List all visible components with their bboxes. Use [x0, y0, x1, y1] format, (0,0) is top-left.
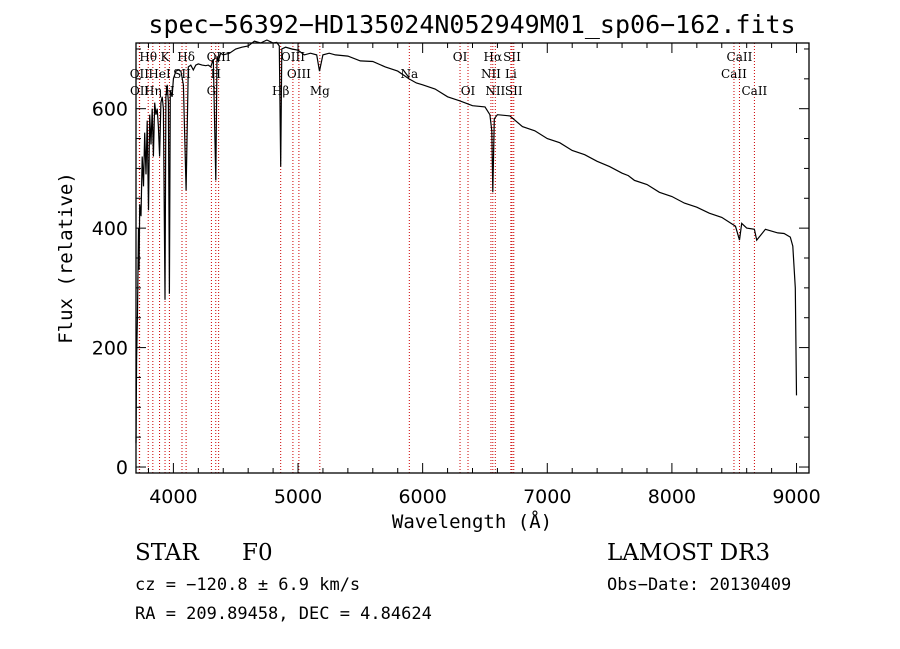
x-tick-label: 7000: [523, 486, 571, 508]
x-tick-label: 4000: [149, 486, 197, 508]
line-marker-label: HeI: [148, 67, 171, 81]
line-marker-label: K: [161, 50, 171, 64]
line-marker-label: CaII: [721, 67, 747, 81]
observation-date: Obs−Date: 20130409: [607, 575, 792, 595]
line-marker-label: OIII: [287, 67, 311, 81]
line-marker-label: OII: [130, 67, 150, 81]
line-markers: [138, 43, 755, 473]
line-marker-label: NII: [485, 84, 505, 98]
line-marker-label: OIII: [207, 50, 231, 64]
line-marker-label: CaII: [727, 50, 753, 64]
y-tick-label: 0: [116, 457, 128, 479]
line-marker-label: NII: [481, 67, 501, 81]
line-marker-label: G: [207, 84, 217, 98]
chart-title: spec−56392−HD135024N052949M01_sp06−162.f…: [148, 10, 795, 39]
x-tick-label: 6000: [398, 486, 446, 508]
line-marker-label: H: [211, 67, 221, 81]
line-marker-label: Li: [505, 67, 517, 81]
line-marker-label: SII: [503, 50, 521, 64]
line-marker-label: SII: [505, 84, 523, 98]
object-class: STAR: [135, 540, 199, 566]
x-tick-label: 5000: [274, 486, 322, 508]
line-marker-label: Hη: [144, 84, 162, 98]
y-axis: 0 200 400 600: [92, 48, 809, 479]
line-marker-label: CaII: [741, 84, 767, 98]
survey-name: LAMOST DR3: [607, 540, 771, 566]
y-axis-label: Flux (relative): [55, 172, 77, 344]
spectrum-line: [135, 39, 798, 444]
plot-frame: [135, 42, 810, 474]
line-marker-label: H: [164, 84, 174, 98]
line-marker-label: Hδ: [177, 50, 195, 64]
x-tick-label: 9000: [772, 486, 820, 508]
line-marker-label: OIII: [281, 50, 305, 64]
line-marker-label: OII: [130, 84, 150, 98]
x-tick-label: 8000: [648, 486, 696, 508]
spectral-subclass: F0: [242, 540, 273, 566]
x-axis-label: Wavelength (Å): [392, 510, 552, 533]
y-tick-label: 400: [92, 218, 128, 240]
y-tick-label: 200: [92, 338, 128, 360]
line-marker-label: Hθ: [139, 50, 157, 64]
line-marker-label: OI: [453, 50, 468, 64]
redshift-cz: cz = −120.8 ± 6.9 km/s: [135, 575, 361, 595]
line-marker-label: OI: [461, 84, 476, 98]
coordinates: RA = 209.89458, DEC = 4.84624: [135, 604, 432, 624]
line-marker-label: Hβ: [272, 84, 289, 98]
x-axis: 4000 5000 6000 7000 8000 9000: [147, 43, 821, 508]
line-marker-label: Mg: [310, 84, 330, 98]
y-tick-label: 600: [92, 99, 128, 121]
line-marker-label: Na: [400, 67, 418, 81]
line-marker-label: Hα: [484, 50, 503, 64]
